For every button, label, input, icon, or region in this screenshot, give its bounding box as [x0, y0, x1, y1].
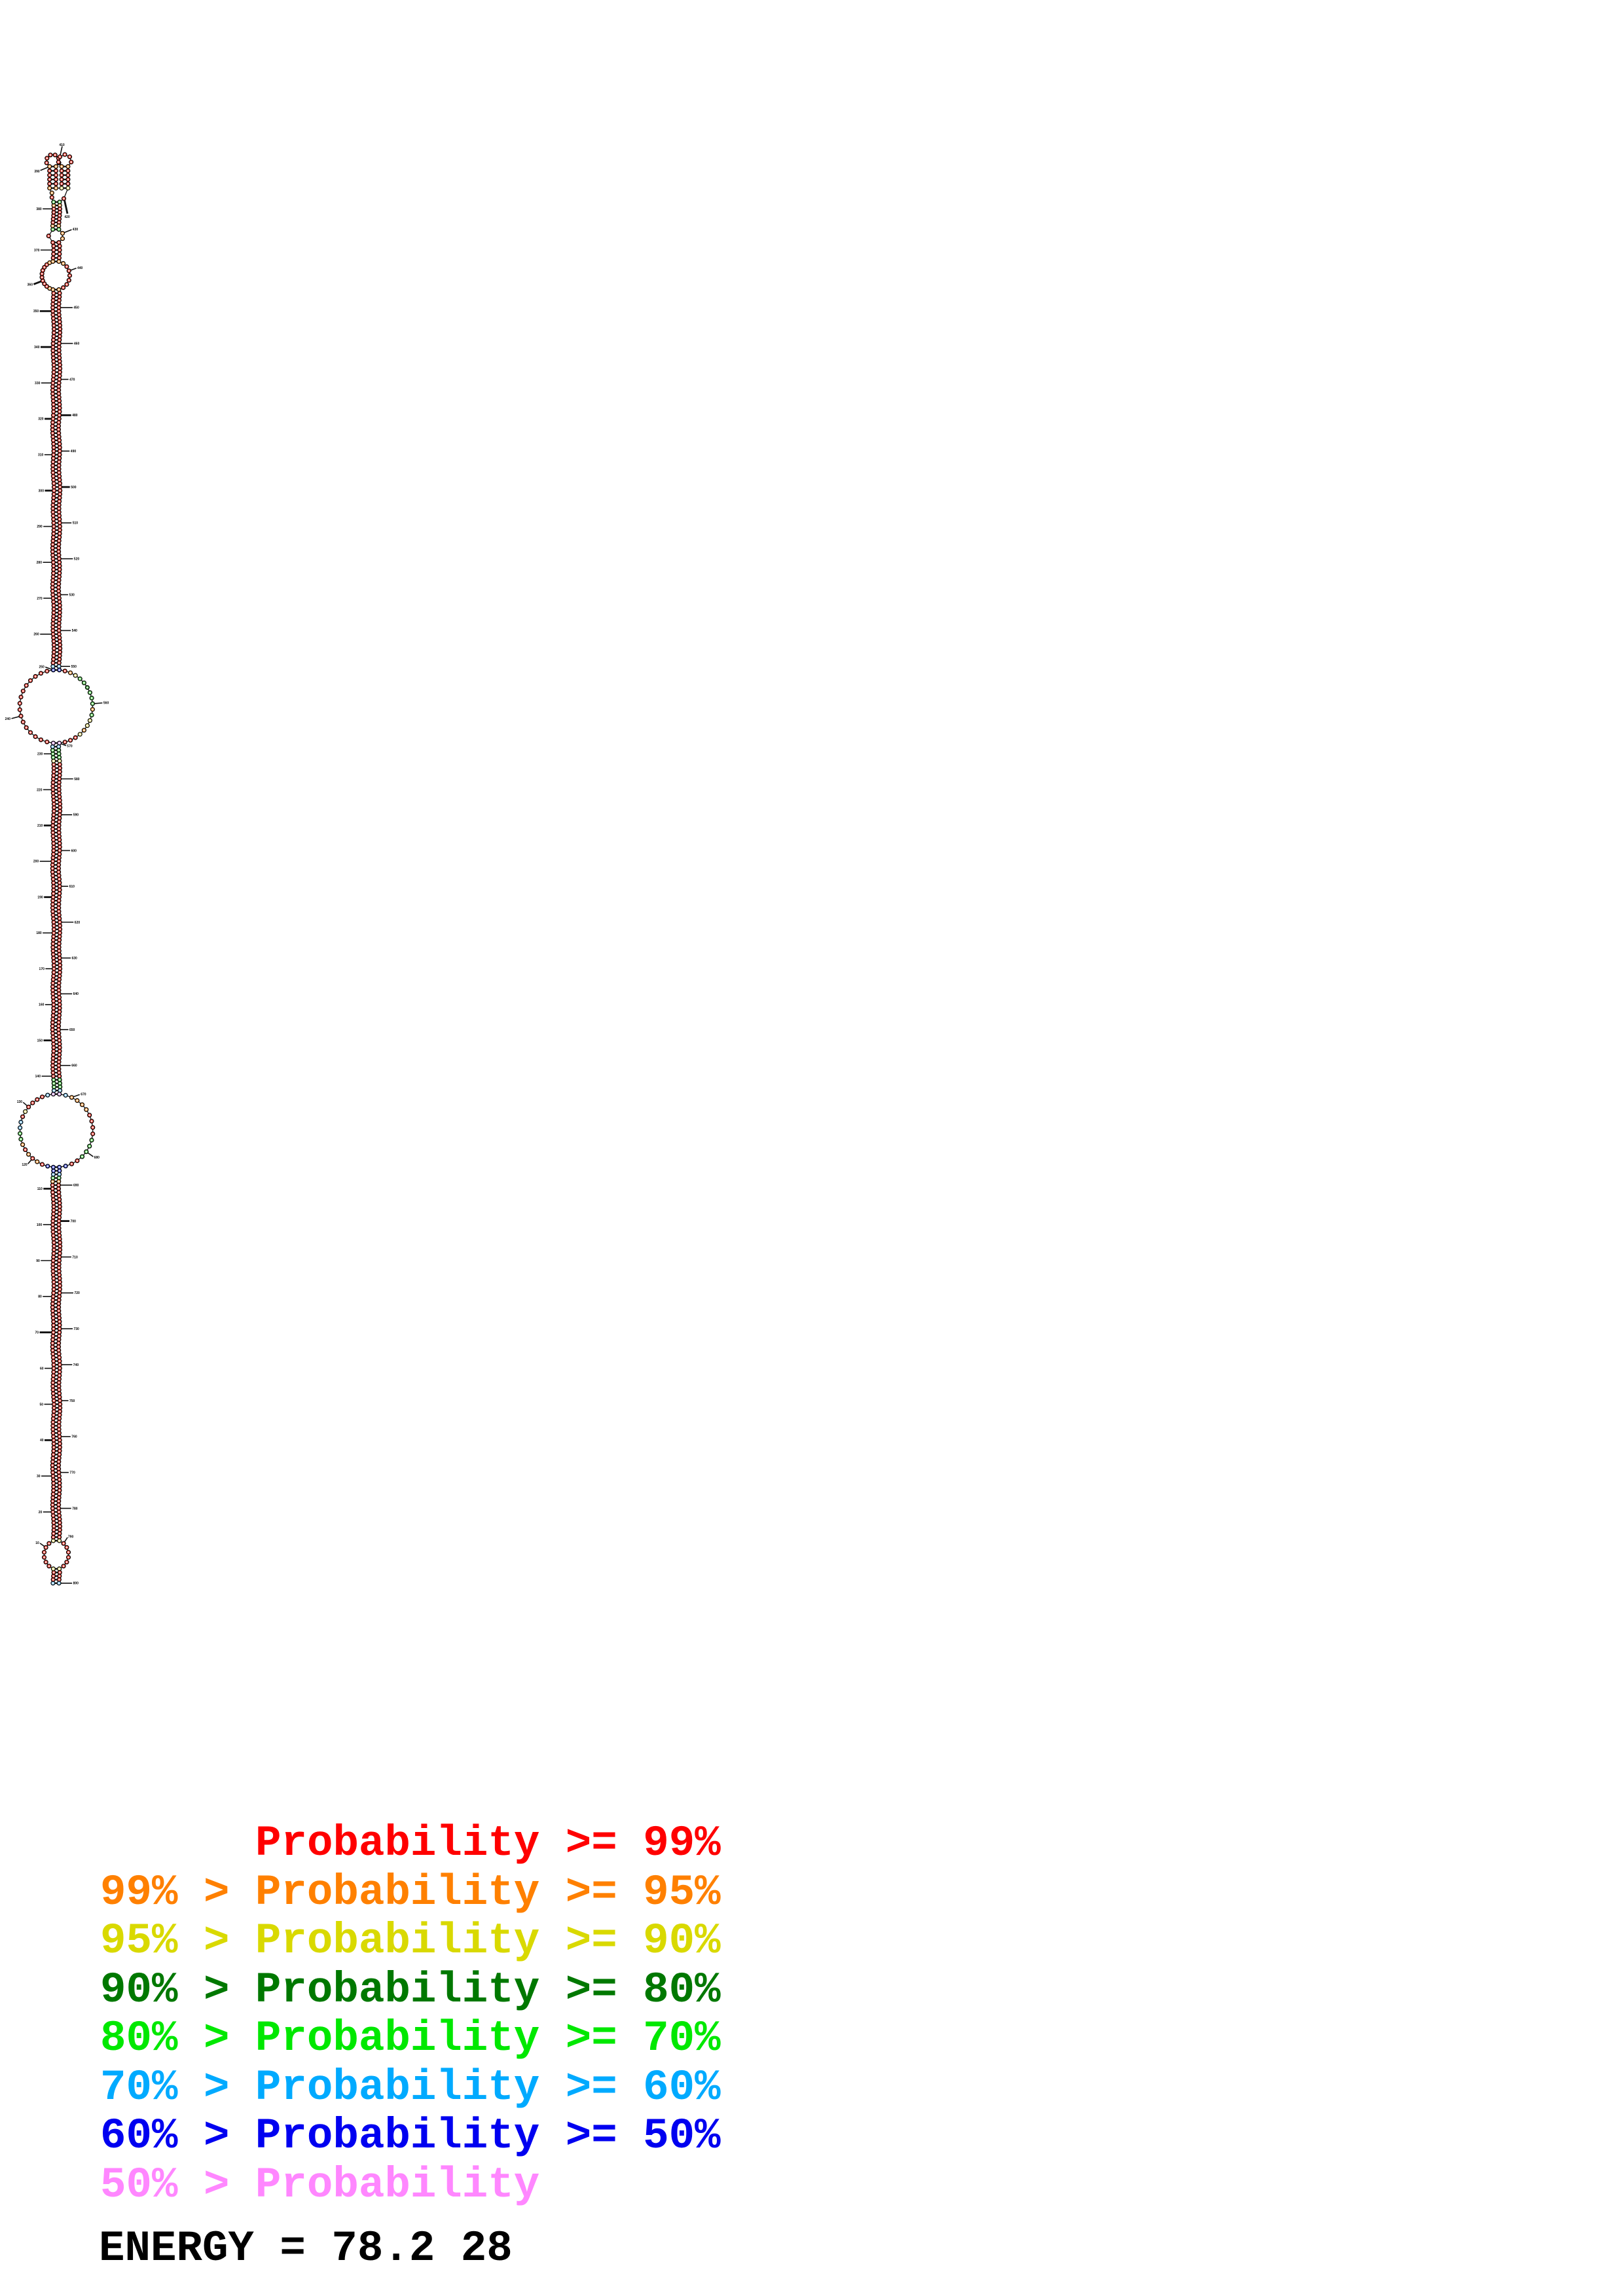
- svg-text:740: 740: [73, 1363, 79, 1367]
- svg-text:640: 640: [73, 992, 79, 996]
- svg-text:230: 230: [37, 753, 43, 757]
- svg-text:340: 340: [34, 346, 40, 350]
- svg-text:99% > Probability >= 95%: 99% > Probability >= 95%: [100, 1868, 721, 1917]
- svg-text:560: 560: [103, 702, 109, 706]
- svg-text:70% > Probability >= 60%: 70% > Probability >= 60%: [100, 2063, 721, 2112]
- svg-text:70: 70: [35, 1331, 39, 1335]
- svg-text:480: 480: [72, 414, 78, 418]
- svg-text:240: 240: [5, 717, 11, 721]
- svg-text:90: 90: [36, 1259, 40, 1263]
- svg-text:470: 470: [69, 378, 75, 382]
- svg-text:670: 670: [81, 1093, 86, 1097]
- svg-text:770: 770: [69, 1471, 75, 1475]
- svg-text:790: 790: [68, 1535, 74, 1539]
- svg-text:Probability >= 99%: Probability >= 99%: [255, 1819, 721, 1868]
- svg-text:290: 290: [37, 525, 43, 529]
- svg-text:10: 10: [35, 1541, 39, 1545]
- svg-text:500: 500: [71, 486, 77, 490]
- svg-text:190: 190: [37, 896, 43, 900]
- svg-text:300: 300: [39, 489, 45, 493]
- svg-text:350: 350: [33, 310, 39, 314]
- svg-text:180: 180: [36, 931, 42, 935]
- svg-text:520: 520: [74, 558, 80, 562]
- svg-text:650: 650: [69, 1028, 75, 1032]
- svg-text:780: 780: [72, 1507, 78, 1511]
- svg-text:530: 530: [69, 593, 75, 597]
- svg-text:750: 750: [69, 1399, 75, 1403]
- svg-text:90% > Probability >= 80%: 90% > Probability >= 80%: [100, 1965, 721, 2015]
- svg-text:160: 160: [39, 1003, 45, 1007]
- svg-text:95% > Probability >= 90%: 95% > Probability >= 90%: [100, 1916, 721, 1965]
- svg-text:330: 330: [35, 382, 41, 386]
- svg-text:170: 170: [39, 967, 45, 971]
- svg-text:720: 720: [75, 1291, 81, 1295]
- svg-text:800: 800: [73, 1582, 79, 1586]
- svg-text:150: 150: [37, 1039, 43, 1043]
- svg-text:630: 630: [72, 957, 78, 961]
- svg-text:200: 200: [33, 860, 39, 864]
- svg-text:700: 700: [71, 1219, 77, 1223]
- svg-text:20: 20: [39, 1511, 43, 1515]
- svg-text:600: 600: [71, 849, 77, 853]
- svg-text:210: 210: [37, 824, 43, 828]
- svg-text:60: 60: [40, 1367, 44, 1371]
- svg-text:30: 30: [37, 1475, 41, 1479]
- svg-text:410: 410: [59, 143, 65, 147]
- svg-text:540: 540: [72, 629, 78, 633]
- svg-text:320: 320: [38, 418, 44, 422]
- svg-text:390: 390: [34, 170, 40, 174]
- svg-text:120: 120: [22, 1163, 27, 1167]
- svg-text:220: 220: [37, 788, 43, 792]
- svg-text:100: 100: [37, 1223, 43, 1227]
- svg-text:130: 130: [17, 1100, 23, 1104]
- svg-text:250: 250: [39, 665, 45, 669]
- svg-text:580: 580: [74, 778, 80, 781]
- svg-text:ENERGY = 78.2 28: ENERGY = 78.2 28: [99, 2224, 513, 2273]
- svg-text:660: 660: [71, 1064, 77, 1068]
- svg-text:360: 360: [27, 283, 33, 287]
- svg-text:260: 260: [33, 633, 39, 637]
- svg-text:110: 110: [37, 1187, 43, 1191]
- svg-text:80: 80: [38, 1295, 42, 1299]
- svg-text:510: 510: [73, 522, 79, 526]
- svg-text:280: 280: [37, 561, 43, 565]
- svg-text:550: 550: [71, 665, 77, 669]
- svg-text:690: 690: [73, 1184, 79, 1188]
- svg-text:730: 730: [74, 1327, 80, 1331]
- svg-text:80% > Probability >= 70%: 80% > Probability >= 70%: [100, 2014, 721, 2063]
- svg-text:760: 760: [71, 1435, 77, 1439]
- svg-text:620: 620: [75, 921, 81, 925]
- svg-text:610: 610: [69, 885, 75, 889]
- svg-text:710: 710: [72, 1255, 78, 1259]
- svg-text:140: 140: [35, 1075, 41, 1079]
- svg-text:60% > Probability >= 50%: 60% > Probability >= 50%: [100, 2111, 721, 2161]
- svg-text:680: 680: [94, 1156, 100, 1160]
- svg-text:590: 590: [73, 814, 79, 817]
- svg-text:50% > Probability: 50% > Probability: [100, 2161, 539, 2210]
- svg-text:450: 450: [73, 306, 79, 310]
- svg-text:460: 460: [74, 342, 80, 346]
- svg-text:40: 40: [40, 1439, 44, 1443]
- svg-text:440: 440: [77, 266, 83, 270]
- svg-text:310: 310: [38, 454, 44, 457]
- svg-text:370: 370: [34, 249, 40, 253]
- svg-text:270: 270: [37, 597, 43, 601]
- svg-text:430: 430: [73, 228, 79, 232]
- svg-text:380: 380: [36, 207, 42, 211]
- svg-text:50: 50: [39, 1403, 43, 1407]
- svg-text:490: 490: [71, 450, 77, 454]
- svg-text:570: 570: [67, 745, 73, 749]
- svg-text:420: 420: [64, 215, 70, 219]
